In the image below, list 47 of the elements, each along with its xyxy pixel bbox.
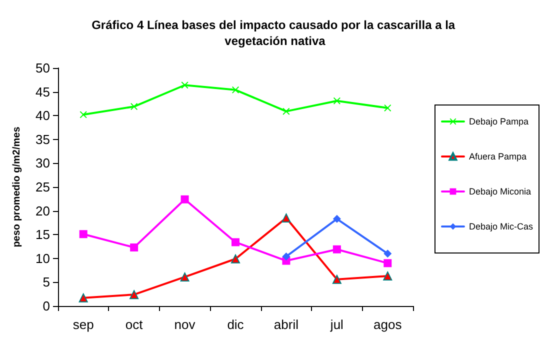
y-tick-label: 35: [36, 132, 50, 147]
point: [130, 290, 139, 300]
point: [282, 252, 290, 260]
y-tick-label: 20: [36, 203, 50, 218]
point: [232, 86, 239, 94]
x-tick-label: oct: [125, 317, 144, 332]
x-tick-label: abril: [274, 317, 299, 332]
y-tick-label: 0: [42, 298, 50, 314]
point: [332, 214, 341, 223]
x-tick-label: dic: [227, 317, 244, 332]
point: [333, 97, 340, 104]
point: [384, 104, 392, 112]
point: [80, 111, 87, 118]
point: [180, 272, 190, 282]
y-tick-label: 5: [42, 274, 50, 290]
x-tick-label: jul: [329, 317, 344, 332]
x-tick-label: agos: [374, 317, 402, 332]
point: [383, 272, 392, 281]
point: [78, 293, 88, 302]
legend-label: Afuera Pampa: [468, 152, 527, 162]
point: [332, 274, 342, 284]
point: [130, 243, 138, 252]
point: [232, 238, 240, 246]
y-tick-label: 15: [36, 227, 50, 242]
y-tick-label: 10: [36, 250, 50, 266]
point: [282, 213, 291, 222]
x-tick-label: nov: [174, 317, 196, 332]
y-tick-label: 25: [36, 180, 50, 194]
legend-label: Debajo Miconia: [468, 186, 532, 196]
y-tick-label: 40: [36, 108, 50, 124]
chart-title: Gráfico 4 Línea bases del impacto causado por la cascarilla a la vegetación nativa: [92, 18, 458, 48]
legend-label: Debajo Pampa: [468, 116, 529, 126]
point: [181, 82, 188, 89]
point: [332, 245, 341, 254]
point: [282, 108, 290, 115]
y-tick-label: 45: [36, 84, 50, 100]
y-tick-label: 50: [36, 60, 50, 76]
y-tick-label: 30: [36, 156, 50, 171]
point: [79, 230, 88, 238]
point: [384, 259, 392, 268]
point: [130, 103, 138, 110]
point: [180, 195, 189, 204]
legend-label: Debajo Mic-Cas: [468, 222, 534, 232]
point: [231, 254, 240, 264]
x-tick-label: sep: [72, 317, 94, 332]
y-axis-title: peso promedio g/m2/mes: [12, 126, 22, 248]
point: [384, 250, 392, 258]
